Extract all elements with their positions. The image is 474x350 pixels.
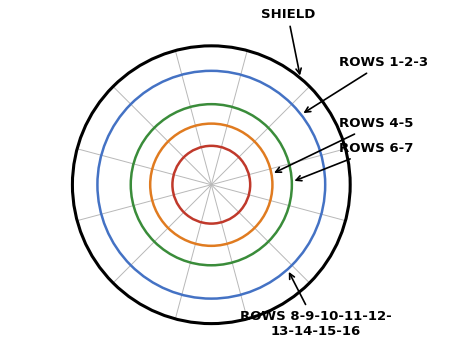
- Text: ROWS 6-7: ROWS 6-7: [296, 142, 413, 181]
- Text: ROWS 4-5: ROWS 4-5: [276, 117, 413, 172]
- Text: SHIELD: SHIELD: [261, 8, 315, 74]
- Text: ROWS 1-2-3: ROWS 1-2-3: [305, 56, 428, 112]
- Text: ROWS 8-9-10-11-12-
13-14-15-16: ROWS 8-9-10-11-12- 13-14-15-16: [239, 273, 392, 338]
